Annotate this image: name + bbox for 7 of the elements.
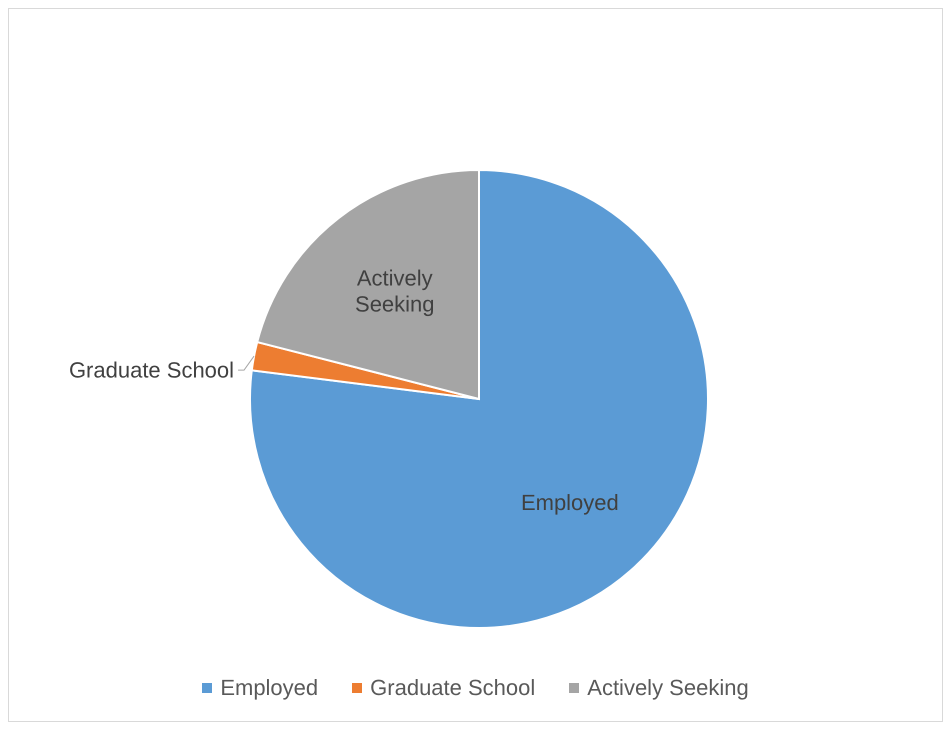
slice-label: Graduate School [68,358,234,383]
slice-label: Actively Seeking [355,264,435,316]
legend-label: Graduate School [369,675,536,701]
slice-label: Employed [520,490,619,515]
legend-label: Actively Seeking [586,675,749,701]
legend-label: Employed [219,675,318,701]
pie-slice [249,169,709,629]
